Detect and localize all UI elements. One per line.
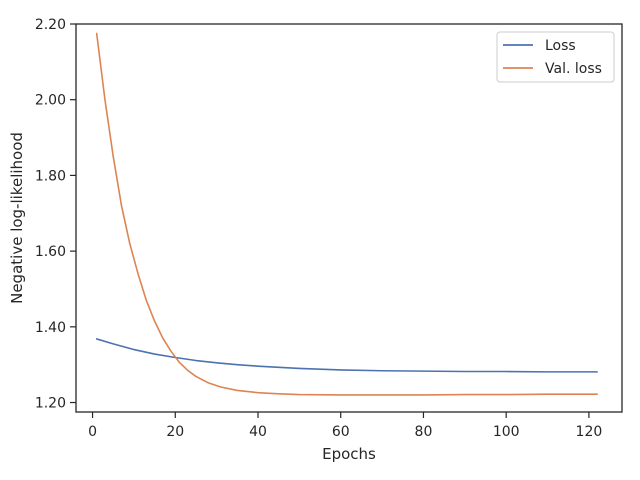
series-line-1	[95, 32, 598, 396]
series-line-0	[95, 338, 598, 373]
y-tick-label: 1.80	[35, 168, 66, 184]
y-axis-label: Negative log-likelihood	[8, 132, 26, 304]
x-tick-label: 0	[88, 424, 97, 440]
x-tick-label: 80	[415, 424, 433, 440]
y-tick-label: 1.60	[35, 244, 66, 260]
axes-frame	[75, 23, 623, 413]
x-tick-label: 60	[332, 424, 350, 440]
legend: Loss Val. loss	[496, 31, 615, 83]
legend-label-0: Loss	[545, 38, 576, 54]
x-tick-label: 120	[576, 424, 603, 440]
x-tick-label: 20	[166, 424, 184, 440]
axes: 0 20 40 60 80 100 120 1.20 1.40 1.60 1.80 2.00 2.20	[35, 17, 623, 440]
y-tick-label: 1.40	[35, 320, 66, 336]
x-tick-label: 100	[493, 424, 520, 440]
y-tick-label: 1.20	[35, 396, 66, 412]
legend-label-1: Val. loss	[545, 61, 602, 77]
x-tick-label: 40	[249, 424, 267, 440]
plot-area	[95, 32, 598, 396]
y-tick-label: 2.00	[35, 93, 66, 109]
y-tick-label: 2.20	[35, 17, 66, 33]
x-axis-label: Epochs	[322, 445, 376, 463]
